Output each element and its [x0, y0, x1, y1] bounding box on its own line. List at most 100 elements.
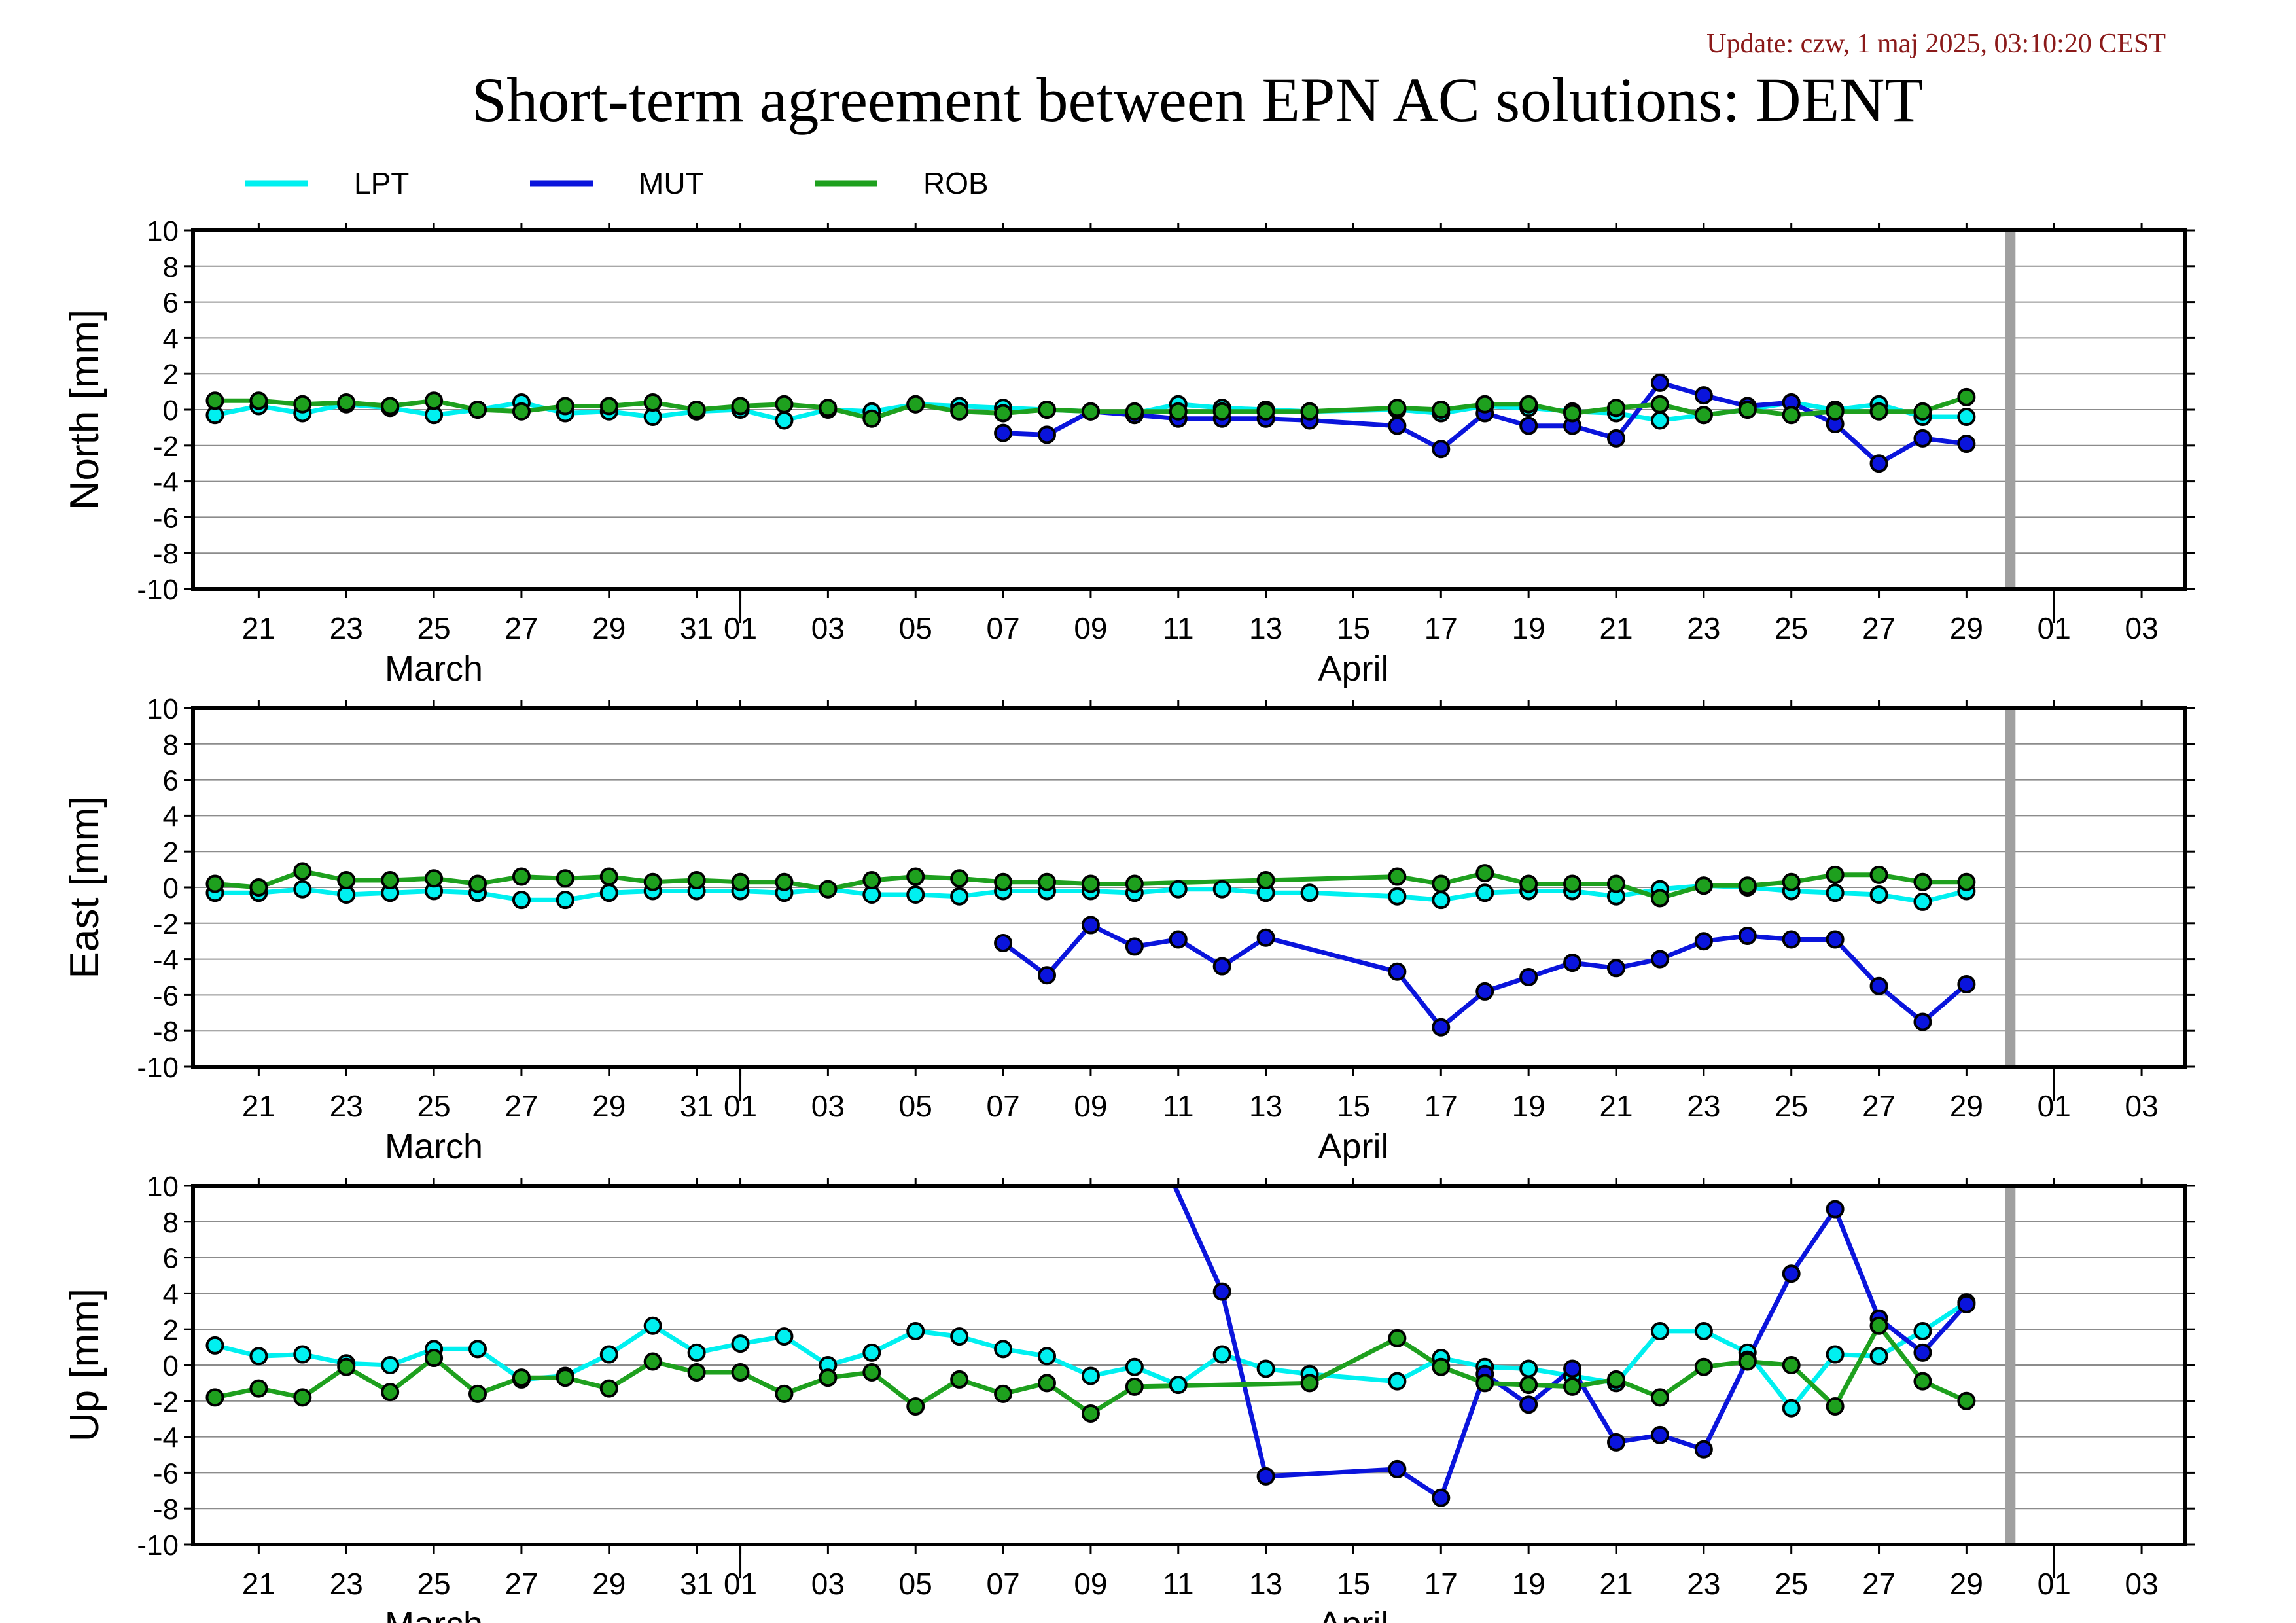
x-tick-label: 21 — [1599, 1567, 1633, 1601]
data-point-lpt — [1869, 885, 1888, 904]
data-point-lpt — [775, 1327, 794, 1346]
data-point-lpt — [1913, 1321, 1932, 1340]
y-tick-label: 8 — [163, 1207, 179, 1239]
x-tick-label: 23 — [330, 1089, 363, 1123]
data-point-rob — [687, 1363, 706, 1382]
data-point-rob — [906, 395, 925, 414]
data-point-mut — [1388, 962, 1407, 981]
y-tick-label: -6 — [153, 980, 179, 1012]
data-point-mut — [1475, 982, 1494, 1001]
y-tick-label: -2 — [153, 431, 179, 463]
data-point-rob — [1650, 889, 1669, 908]
x-tick-label: 31 — [680, 1567, 713, 1601]
x-tick-label: 17 — [1424, 611, 1458, 645]
x-tick-label: 01 — [2038, 1567, 2071, 1601]
y-axis-label: East [mm] — [62, 796, 107, 978]
data-point-rob — [1913, 872, 1932, 891]
data-point-lpt — [1826, 883, 1845, 902]
data-point-rob — [862, 871, 881, 890]
data-point-mut — [1957, 974, 1976, 993]
data-point-mut — [1256, 1467, 1275, 1486]
y-tick-label: -4 — [153, 1422, 179, 1454]
data-point-rob — [205, 391, 224, 410]
data-point-rob — [775, 872, 794, 891]
x-tick-label: 07 — [986, 1567, 1019, 1601]
data-point-rob — [425, 869, 444, 888]
y-tick-label: 4 — [163, 800, 179, 832]
data-point-mut — [1650, 373, 1669, 392]
data-point-rob — [950, 869, 969, 888]
data-point-rob — [1038, 872, 1056, 891]
y-tick-label: 2 — [163, 1314, 179, 1346]
x-tick-label: 21 — [1599, 611, 1633, 645]
data-point-mut — [1388, 1459, 1407, 1478]
data-point-rob — [599, 867, 618, 886]
x-tick-label: 27 — [1862, 611, 1896, 645]
data-point-lpt — [1957, 407, 1976, 426]
data-point-rob — [819, 399, 838, 418]
y-tick-label: 10 — [147, 693, 179, 725]
data-point-rob — [687, 871, 706, 890]
data-point-mut — [1782, 930, 1801, 949]
data-point-mut — [994, 933, 1013, 952]
data-point-mut — [1038, 966, 1056, 985]
data-point-mut — [1519, 1395, 1538, 1414]
data-point-rob — [556, 1368, 574, 1387]
data-point-mut — [1694, 1440, 1713, 1459]
data-point-rob — [1475, 1374, 1494, 1393]
data-point-lpt — [1388, 887, 1407, 906]
data-point-mut — [1519, 416, 1538, 435]
data-point-mut — [1388, 416, 1407, 435]
data-point-rob — [1519, 874, 1538, 893]
x-tick-label: 11 — [1163, 1567, 1194, 1601]
data-point-lpt — [862, 1343, 881, 1362]
y-tick-label: -6 — [153, 1457, 179, 1489]
data-point-lpt — [1125, 1357, 1144, 1376]
data-point-rob — [994, 1384, 1013, 1403]
data-point-rob — [249, 1379, 268, 1398]
data-point-lpt — [1869, 1347, 1888, 1366]
data-point-mut — [1694, 932, 1713, 951]
x-tick-label: 15 — [1337, 1089, 1370, 1123]
x-tick-label: 29 — [592, 611, 626, 645]
y-tick-label: 4 — [163, 1278, 179, 1310]
data-point-rob — [1081, 1404, 1100, 1423]
data-point-lpt — [1169, 1376, 1188, 1395]
data-point-lpt — [1081, 1366, 1100, 1385]
data-point-mut — [1869, 454, 1888, 473]
x-tick-label: 29 — [592, 1567, 626, 1601]
y-tick-label: -10 — [137, 1052, 179, 1084]
data-point-lpt — [1256, 1359, 1275, 1378]
y-tick-label: -8 — [153, 1016, 179, 1048]
data-point-rob — [205, 874, 224, 893]
x-tick-label: 19 — [1512, 611, 1545, 645]
data-point-lpt — [1212, 1345, 1231, 1364]
data-point-mut — [1957, 1294, 1976, 1313]
data-point-rob — [731, 397, 750, 416]
y-tick-label: -2 — [153, 908, 179, 940]
data-point-rob — [1563, 874, 1582, 893]
data-point-rob — [994, 404, 1013, 423]
data-point-rob — [249, 391, 268, 410]
data-point-lpt — [950, 1327, 969, 1346]
data-point-rob — [950, 402, 969, 421]
data-point-rob — [994, 872, 1013, 891]
data-point-rob — [1388, 867, 1407, 886]
data-point-mut — [1212, 957, 1231, 976]
data-point-rob — [381, 397, 400, 416]
data-point-lpt — [293, 880, 312, 899]
y-tick-label: 4 — [163, 323, 179, 355]
data-point-lpt — [1650, 411, 1669, 430]
x-tick-label: 07 — [986, 611, 1019, 645]
data-point-rob — [599, 1379, 618, 1398]
data-point-rob — [775, 1384, 794, 1403]
month-label: March — [385, 1605, 483, 1623]
plot-frame — [191, 706, 2187, 1069]
data-point-lpt — [556, 891, 574, 910]
data-point-rob — [1738, 1352, 1757, 1371]
legend-label-lpt: LPT — [354, 166, 409, 200]
x-tick-label: 03 — [2125, 611, 2158, 645]
data-point-rob — [512, 402, 531, 421]
